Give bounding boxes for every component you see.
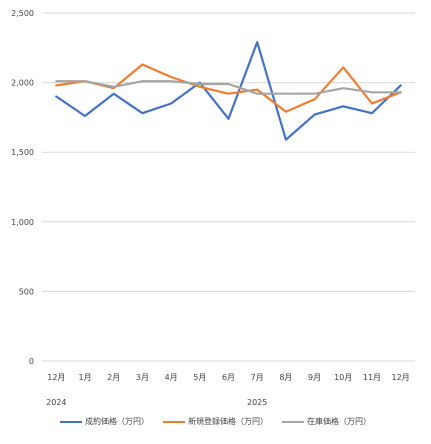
y-tick-label: 1,000 <box>11 218 34 227</box>
x-tick-label: 2月 <box>107 373 120 382</box>
legend-item-3: 在庫価格（万円） <box>282 416 371 427</box>
x-tick-label: 10月 <box>334 373 352 382</box>
x-tick-label: 3月 <box>136 373 149 382</box>
x-tick-label: 6月 <box>222 373 235 382</box>
series-line-1 <box>55 41 402 141</box>
legend: 成約価格（万円） 新規登録価格（万円） 在庫価格（万円） <box>0 416 431 427</box>
y-axis: 0 500 1,000 1,500 2,000 2,500 <box>11 9 34 366</box>
x-tick-label: 8月 <box>279 373 292 382</box>
y-tick-label: 2,000 <box>11 79 34 88</box>
series-line-2 <box>55 63 402 113</box>
legend-swatch <box>163 420 185 423</box>
x-tick-label: 12月 <box>392 373 410 382</box>
x-tick-label: 9月 <box>308 373 321 382</box>
x-tick-label: 11月 <box>363 373 381 382</box>
x-tick-label: 5月 <box>193 373 206 382</box>
x-tick-label: 12月 <box>47 373 65 382</box>
x-tick-label: 4月 <box>165 373 178 382</box>
y-tick-label: 1,500 <box>11 148 34 157</box>
line-chart: 0 500 1,000 1,500 2,000 2,500 12月 1月 2月 3月 4月 5月 6月… <box>11 9 415 407</box>
legend-label: 新規登録価格（万円） <box>188 417 268 426</box>
gridlines <box>42 12 415 292</box>
x-year-label: 2024 <box>46 398 66 407</box>
legend-swatch <box>60 420 82 423</box>
y-tick-label: 500 <box>19 287 34 296</box>
legend-label: 在庫価格（万円） <box>307 417 371 426</box>
legend-label: 成約価格（万円） <box>85 417 149 426</box>
legend-swatch <box>282 420 304 423</box>
y-tick-label: 2,500 <box>11 9 34 18</box>
legend-item-2: 新規登録価格（万円） <box>163 416 268 427</box>
x-year-label: 2025 <box>247 398 267 407</box>
x-axis: 12月 1月 2月 3月 4月 5月 6月 7月 8月 9月 10月 11月 12月 2024 2025 <box>42 360 415 407</box>
y-tick-label: 0 <box>29 357 34 366</box>
x-tick-label: 7月 <box>251 373 264 382</box>
series-line-3 <box>55 80 402 95</box>
legend-item-1: 成約価格（万円） <box>60 416 149 427</box>
x-tick-label: 1月 <box>78 373 91 382</box>
series-lines <box>55 41 402 141</box>
